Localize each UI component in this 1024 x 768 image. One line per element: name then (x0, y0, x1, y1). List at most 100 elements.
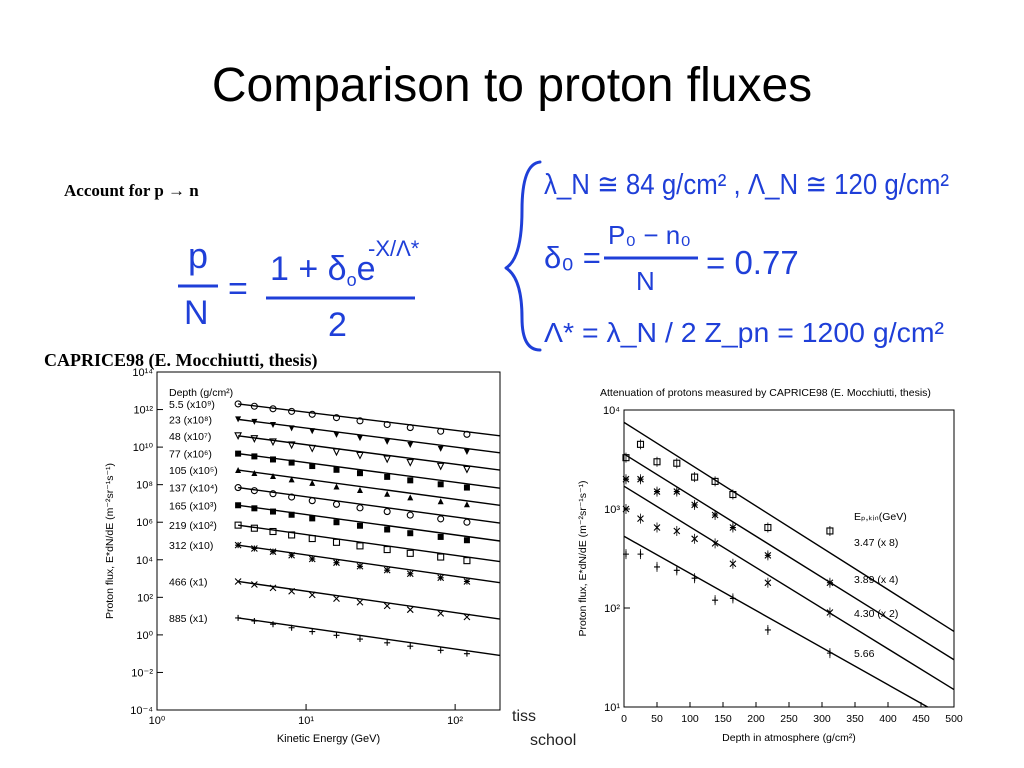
left-data-point-shape (308, 444, 317, 453)
left-data-point (288, 425, 295, 432)
left-data-point-shape (251, 505, 258, 512)
left-data-point (437, 445, 444, 452)
left-data-point (463, 448, 470, 455)
handwritten-notes: λ_N ≅ 84 g/cm² , Λ_N ≅ 120 g/cm² δ₀ = P₀… (504, 160, 949, 352)
right-data-point-shape (653, 458, 661, 466)
left-data-point (234, 578, 242, 585)
left-data-point (463, 484, 470, 491)
eq-lhs-num: p (188, 235, 208, 276)
left-data-point (463, 578, 471, 585)
notes-line-2-den: N (636, 266, 655, 296)
right-chart-title: Attenuation of protons measured by CAPRI… (600, 387, 931, 399)
right-data-point-shape (622, 475, 630, 483)
left-data-point (463, 650, 470, 657)
right-fit-line (623, 485, 955, 691)
left-legend-header: Depth (g/cm²) (169, 387, 233, 399)
left-data-point (383, 420, 391, 429)
right-series-label: 3.89 (x 4) (854, 574, 898, 586)
right-data-point (673, 567, 680, 574)
left-y-tick-label: 10¹⁰ (133, 442, 154, 454)
left-data-point (383, 508, 391, 516)
left-data-point-shape (269, 422, 276, 429)
right-data-point-shape (673, 527, 681, 535)
left-data-point (332, 414, 341, 422)
right-data-point-shape (712, 597, 719, 604)
right-data-point-shape (691, 535, 699, 543)
right-data-point-shape (653, 488, 661, 495)
right-data-point (673, 488, 681, 495)
left-data-point (437, 647, 444, 654)
left-data-point-shape (407, 477, 414, 484)
left-data-point (437, 481, 444, 488)
right-data-point-shape (711, 477, 719, 485)
left-data-point (234, 541, 242, 549)
left-data-point-shape (383, 602, 391, 610)
left-data-point-shape (288, 587, 296, 595)
left-data-point (437, 427, 445, 435)
right-data-point (826, 527, 834, 535)
left-data-point-shape (235, 502, 242, 509)
left-data-point (235, 416, 242, 423)
left-fit-line (238, 504, 501, 542)
left-data-point-shape (288, 551, 296, 559)
left-data-point-shape (406, 459, 415, 467)
right-x-tick-label: 50 (651, 713, 663, 725)
left-data-point-shape (309, 515, 316, 522)
left-data-point (384, 639, 391, 646)
left-data-point (308, 591, 316, 599)
left-data-point-shape (251, 469, 258, 476)
left-series-label: 466 (x1) (169, 576, 208, 588)
left-data-point (356, 504, 364, 512)
right-data-point-shape (691, 473, 699, 481)
right-data-point (711, 539, 719, 547)
left-data-point (269, 405, 277, 413)
left-data-point-shape (250, 581, 258, 588)
right-data-point-shape (622, 505, 630, 513)
right-y-tick-label: 10³ (604, 504, 620, 516)
left-data-point (250, 581, 258, 588)
left-data-point (308, 410, 316, 418)
left-data-point-shape (309, 463, 316, 470)
right-data-point-shape (711, 511, 719, 519)
left-y-tick-label: 10⁰ (136, 630, 153, 642)
right-data-point (637, 515, 644, 522)
left-data-point (288, 624, 295, 631)
left-data-point-shape (407, 643, 414, 650)
right-data-point-shape (622, 551, 629, 558)
right-data-point-shape (691, 501, 699, 509)
right-data-point (622, 505, 630, 513)
left-series-label: 137 (x10⁴) (169, 483, 218, 495)
left-data-point-shape (288, 493, 296, 501)
left-data-point (384, 473, 391, 480)
right-data-point (653, 524, 661, 531)
right-data-point (711, 511, 719, 519)
left-y-axis-label: Proton flux, E*dN/dE (m⁻²sr⁻¹s⁻¹) (104, 463, 116, 619)
left-data-point-shape (463, 430, 471, 438)
left-data-point (406, 424, 414, 432)
left-data-point (269, 422, 276, 429)
left-fit-line (238, 486, 501, 524)
left-data-point (333, 595, 340, 603)
left-data-point-shape (356, 486, 363, 493)
notes-line-2-lhs: δ₀ = (544, 240, 601, 275)
left-data-point (463, 557, 471, 565)
right-data-point-shape (826, 527, 834, 535)
right-data-point-shape (653, 524, 661, 531)
equation-handwritten: p N = 1 + δoe -X/Λ* 2 (178, 235, 420, 343)
left-data-point-shape (333, 519, 340, 526)
left-data-point-shape (437, 445, 444, 452)
left-data-point-shape (269, 456, 276, 463)
left-data-point-shape (269, 490, 277, 498)
left-data-point-shape (356, 417, 364, 425)
right-series-label: 5.66 (854, 648, 875, 660)
left-data-point (269, 621, 276, 628)
right-data-point-shape (764, 523, 772, 532)
left-data-point-shape (333, 483, 340, 490)
left-series-label: 885 (x1) (169, 613, 208, 625)
right-data-point (654, 563, 660, 570)
left-data-point-shape (269, 621, 276, 628)
notes-line-2-num: P₀ − n₀ (608, 220, 691, 250)
left-data-point (356, 522, 363, 529)
left-data-point-shape (288, 425, 295, 432)
footer-fragment-1: tiss (512, 708, 536, 725)
